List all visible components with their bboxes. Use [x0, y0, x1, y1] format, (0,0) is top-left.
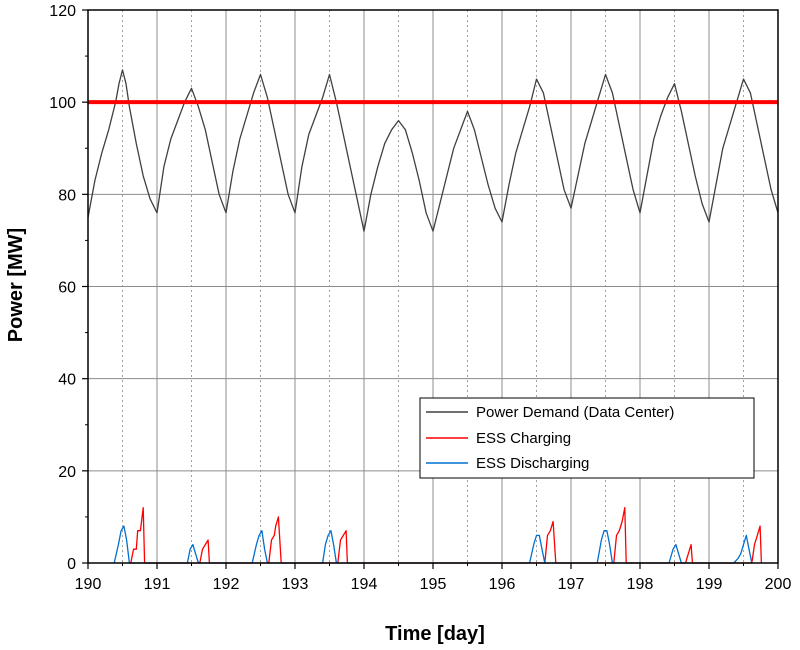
y-axis-label: Power [MW] [5, 228, 27, 342]
x-tick-label: 190 [75, 576, 102, 593]
x-tick-label: 198 [627, 576, 654, 593]
legend-entry-ess-discharging: ESS Discharging [426, 455, 589, 472]
y-tick-label: 0 [67, 556, 76, 573]
x-tick-label: 191 [144, 576, 171, 593]
y-tick-label: 100 [49, 95, 76, 112]
x-tick-label: 196 [489, 576, 516, 593]
legend-entry-power-demand: Power Demand (Data Center) [426, 404, 674, 421]
x-tick-label: 195 [420, 576, 447, 593]
y-tick-label: 20 [58, 464, 76, 481]
legend-label-ess-discharging: ESS Discharging [476, 455, 589, 472]
legend: Power Demand (Data Center) ESS Charging … [419, 397, 755, 479]
x-tick-label: 200 [765, 576, 792, 593]
y-tick-label: 120 [49, 3, 76, 20]
tick-labels: 190 191 192 193 194 195 196 197 198 199 200 0 20 40 60… [49, 3, 791, 593]
x-tick-label: 193 [282, 576, 309, 593]
y-tick-label: 60 [58, 280, 76, 297]
x-tick-label: 197 [558, 576, 585, 593]
x-tick-label: 199 [696, 576, 723, 593]
x-tick-label: 194 [351, 576, 378, 593]
legend-box [419, 397, 755, 479]
legend-entry-ess-charging: ESS Charging [426, 430, 571, 447]
x-tick-label: 192 [213, 576, 240, 593]
legend-label-ess-charging: ESS Charging [476, 430, 571, 447]
series-line-power-demand-data-center [87, 69, 779, 232]
series-line-ess-charging [130, 507, 763, 564]
axes [82, 9, 779, 569]
x-axis-label: Time [day] [385, 623, 485, 645]
y-tick-label: 40 [58, 372, 76, 389]
legend-label-power-demand: Power Demand (Data Center) [476, 404, 674, 421]
grid [88, 10, 778, 563]
y-tick-label: 80 [58, 187, 76, 204]
